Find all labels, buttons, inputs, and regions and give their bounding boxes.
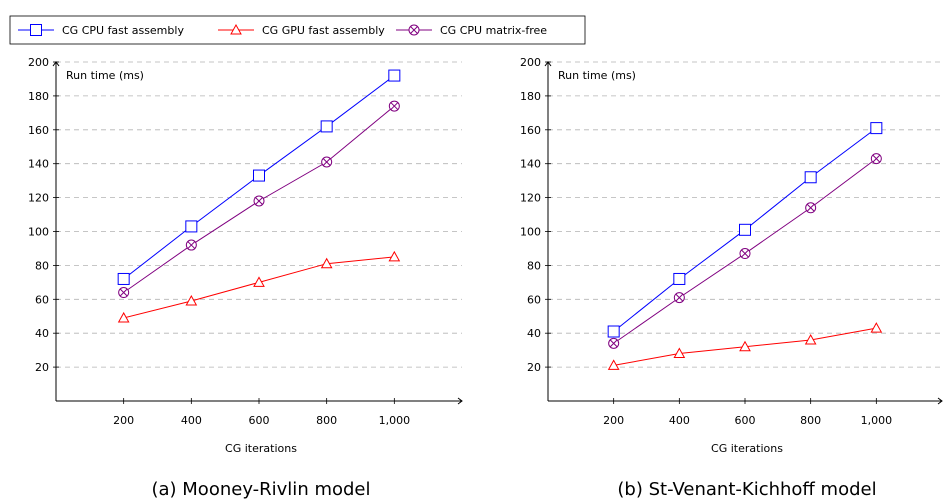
- y-tick-label: 100: [28, 226, 49, 239]
- y-tick-label: 200: [28, 56, 49, 69]
- x-tick-label: 400: [181, 414, 202, 427]
- data-point: [870, 153, 882, 165]
- data-point: [804, 333, 817, 345]
- series-line: [123, 256, 395, 319]
- data-point: [388, 100, 400, 112]
- x-tick-label: 800: [316, 414, 337, 427]
- data-point: [253, 169, 265, 182]
- legend-label: CG CPU matrix-free: [440, 24, 547, 37]
- data-point: [185, 220, 198, 233]
- data-point: [253, 276, 265, 287]
- data-point: [118, 287, 130, 299]
- legend-label: CG GPU fast assembly: [262, 24, 385, 37]
- y-tick-label: 200: [520, 56, 541, 69]
- y-tick-label: 80: [527, 259, 541, 272]
- series-2: [607, 322, 883, 370]
- x-axis-label: CG iterations: [711, 442, 783, 455]
- data-point: [739, 340, 751, 352]
- x-tick-label: 1,000: [861, 414, 893, 427]
- data-point: [607, 359, 620, 370]
- series-1: [607, 122, 883, 338]
- chart-panel-b: 20 40 60 80 100 120 140 160 180 200 200 400 600 800 1,…: [520, 56, 943, 500]
- y-tick-label: 140: [520, 158, 541, 171]
- legend-marker-icon: [30, 24, 42, 36]
- data-point: [870, 322, 883, 333]
- data-point: [321, 156, 333, 168]
- y-tick-label: 20: [527, 361, 541, 374]
- y-tick-label: 80: [35, 259, 49, 272]
- data-point: [870, 122, 883, 135]
- x-axis-label: CG iterations: [225, 442, 297, 455]
- y-tick-label: 40: [35, 327, 49, 340]
- data-point: [253, 195, 265, 207]
- data-point: [185, 294, 198, 306]
- data-point: [739, 248, 751, 260]
- y-axis-label: Run time (ms): [558, 69, 636, 82]
- y-tick-label: 40: [527, 327, 541, 340]
- y-tick-label: 120: [520, 192, 541, 205]
- series-2: [117, 250, 401, 323]
- y-tick-label: 160: [28, 124, 49, 137]
- data-point: [117, 272, 130, 285]
- data-point: [804, 171, 817, 184]
- y-tick-label: 160: [520, 124, 541, 137]
- data-point: [673, 272, 686, 285]
- legend-marker-icon: [230, 23, 242, 35]
- y-tick-label: 100: [520, 226, 541, 239]
- x-tick-label: 800: [800, 414, 821, 427]
- data-point: [117, 311, 130, 323]
- series-3: [118, 100, 400, 299]
- series-1: [117, 69, 401, 285]
- x-axis-arrow-icon: [457, 397, 463, 405]
- data-point: [673, 292, 685, 304]
- y-tick-label: 120: [28, 192, 49, 205]
- y-tick-label: 20: [35, 361, 49, 374]
- y-tick-label: 60: [35, 293, 49, 306]
- y-tick-label: 140: [28, 158, 49, 171]
- data-point: [607, 325, 620, 338]
- panel-caption: (b) St-Venant-Kichhoff model: [617, 479, 876, 500]
- legend-frame: [9, 15, 586, 45]
- series-3: [608, 153, 882, 349]
- data-point: [739, 223, 751, 236]
- data-point: [320, 257, 333, 269]
- data-point: [388, 69, 401, 82]
- x-tick-label: 600: [249, 414, 270, 427]
- legend-label: CG CPU fast assembly: [62, 24, 184, 37]
- data-point: [320, 120, 333, 133]
- x-tick-label: 200: [603, 414, 624, 427]
- x-axis-arrow-icon: [937, 397, 943, 405]
- y-axis-label: Run time (ms): [66, 69, 144, 82]
- x-tick-label: 1,000: [379, 414, 411, 427]
- legend-marker-icon: [408, 24, 420, 36]
- x-tick-label: 600: [735, 414, 756, 427]
- data-point: [805, 202, 817, 214]
- y-tick-label: 180: [28, 90, 49, 103]
- data-point: [388, 250, 401, 262]
- y-tick-label: 60: [527, 293, 541, 306]
- data-point: [673, 347, 686, 359]
- x-tick-label: 400: [669, 414, 690, 427]
- y-tick-label: 180: [520, 90, 541, 103]
- panel-caption: (a) Mooney-Rivlin model: [151, 479, 370, 500]
- legend: CG CPU fast assembly CG GPU fast assembly…: [9, 15, 586, 45]
- data-point: [608, 337, 620, 349]
- chart-panel-a: 20 40 60 80 100 120 140 160 180 200 200 400 600 800 1,…: [28, 56, 463, 500]
- x-tick-label: 200: [113, 414, 134, 427]
- data-point: [185, 239, 197, 251]
